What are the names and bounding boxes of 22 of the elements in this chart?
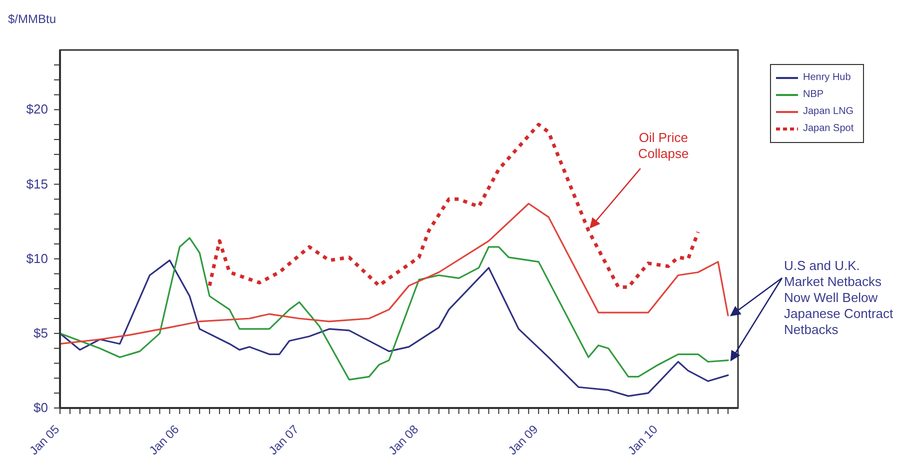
y-tick-label: $15	[26, 176, 48, 192]
line-series	[60, 237, 729, 380]
legend-label: Japan LNG	[803, 106, 854, 118]
legend-label: Henry Hub	[803, 72, 851, 84]
y-tick-label: $10	[26, 250, 48, 266]
x-tick-label: Jan 09	[505, 422, 541, 458]
y-axis-title: $/MMBtu	[8, 12, 56, 26]
x-tick-label: Jan 07	[266, 422, 302, 458]
x-tick-label: Jan 08	[386, 422, 422, 458]
annotation: U.S and U.K. Market Netbacks Now Well Below Japanese Contract Netbacks	[784, 258, 894, 338]
annotation: Oil Price Collapse	[637, 130, 690, 162]
line-series	[60, 260, 729, 397]
y-tick-label: $20	[26, 102, 48, 117]
line-series	[208, 122, 700, 289]
legend-label: NBP	[803, 89, 824, 101]
x-tick-label: Jan 10	[624, 422, 661, 458]
y-tick-label: $0	[34, 400, 48, 415]
x-tick-label: Jan 06	[146, 422, 182, 458]
x-tick-label: Jan 05	[26, 422, 62, 458]
legend-label: Japan Spot	[803, 123, 854, 135]
line-series	[60, 202, 729, 345]
y-tick-label: $5	[34, 325, 48, 340]
